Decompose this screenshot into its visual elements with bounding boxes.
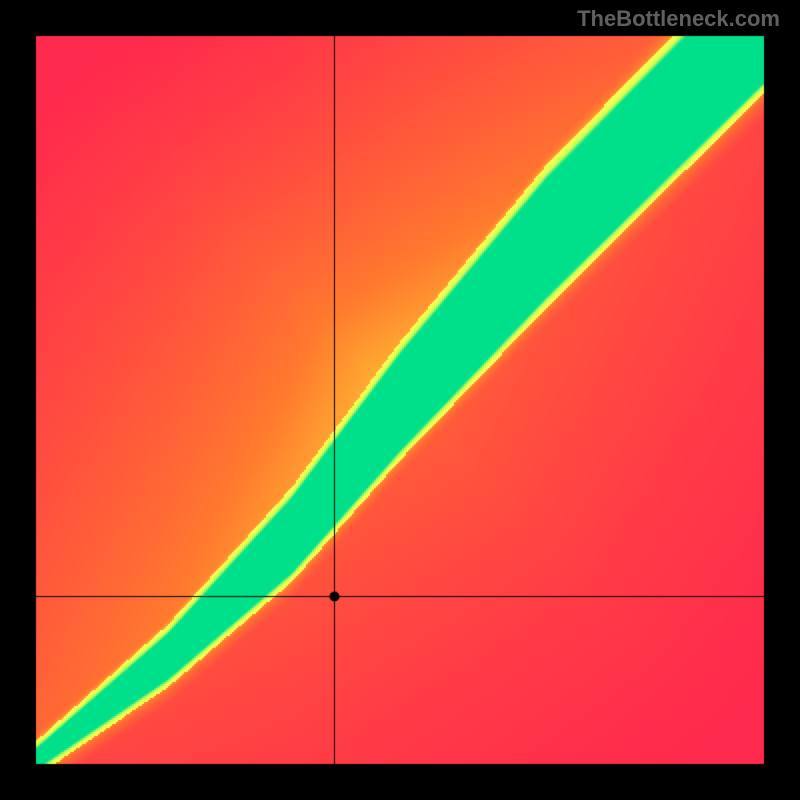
chart-container: TheBottleneck.com <box>0 0 800 800</box>
watermark-text: TheBottleneck.com <box>577 6 780 32</box>
heatmap-canvas <box>0 0 800 800</box>
